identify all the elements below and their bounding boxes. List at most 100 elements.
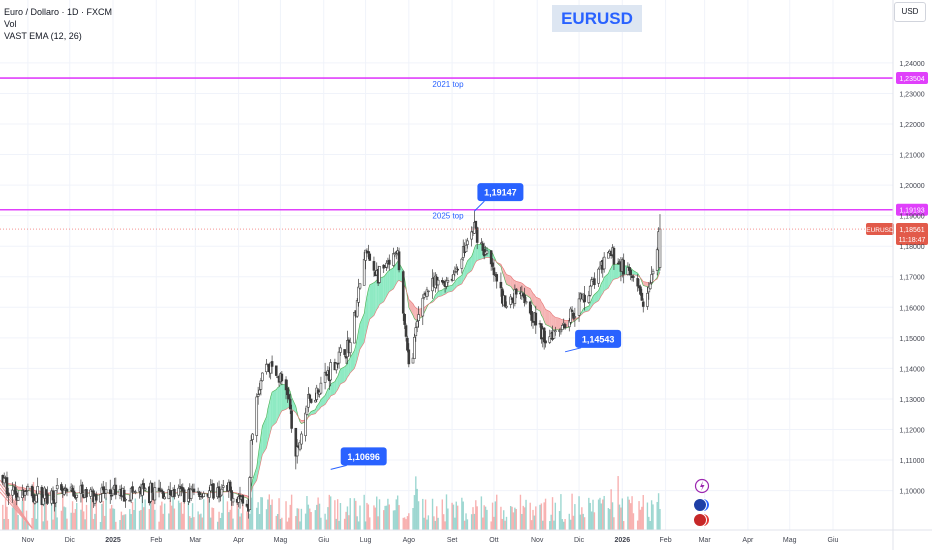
ema-segment xyxy=(269,396,271,437)
candle-body xyxy=(453,271,457,274)
candle-body xyxy=(207,490,211,498)
callout-label: 1,14543 xyxy=(582,334,615,344)
candle-body xyxy=(228,481,232,491)
volume-bar xyxy=(579,514,582,530)
currency-button[interactable]: USD xyxy=(894,2,926,22)
volume-bar xyxy=(279,518,282,530)
candle-body xyxy=(290,410,293,429)
candle-body xyxy=(422,293,426,298)
candle-body xyxy=(143,488,147,491)
volume-bar xyxy=(239,516,241,530)
candle-body xyxy=(81,484,84,494)
volume-bar xyxy=(123,514,125,530)
candle-body xyxy=(55,485,59,490)
volume-bar xyxy=(71,501,74,530)
volume-bar xyxy=(151,495,153,530)
candle-body xyxy=(182,489,186,503)
candle-body xyxy=(314,399,317,403)
legend-indicator[interactable]: VAST EMA (12, 26) xyxy=(4,31,82,41)
volume-bar xyxy=(620,507,622,530)
candle-body xyxy=(30,485,34,497)
candle-body xyxy=(554,330,557,333)
volume-bar xyxy=(589,502,591,530)
volume-bar xyxy=(16,494,18,530)
volume-bar xyxy=(607,508,610,530)
candle-body xyxy=(407,349,411,365)
volume-bar xyxy=(53,503,56,530)
candle-body xyxy=(421,297,425,317)
y-tick-label: 1,14000 xyxy=(899,366,924,373)
candle-body xyxy=(209,484,212,492)
volume-bar xyxy=(600,503,603,530)
candle-body xyxy=(219,495,222,497)
ema-segment xyxy=(535,296,540,312)
y-tick-label: 1,16000 xyxy=(899,305,924,312)
volume-bar xyxy=(629,503,632,530)
level-layer: 2021 top 1,23504 2025 top 1,19193 EURUSD 1,18… xyxy=(0,72,928,246)
callout-label: 1,10696 xyxy=(347,452,380,462)
candle-body xyxy=(364,249,367,261)
volume-bar xyxy=(433,516,435,530)
ema-segment xyxy=(464,264,467,280)
candle-body xyxy=(161,491,165,499)
volume-bar xyxy=(338,520,340,530)
volume-bar xyxy=(406,516,409,530)
us-flag-icon[interactable] xyxy=(693,513,707,527)
volume-bar xyxy=(17,514,19,530)
volume-bar xyxy=(628,499,630,530)
candle-body xyxy=(336,362,339,365)
symbol-label: EURUSD xyxy=(552,5,642,32)
volume-bar xyxy=(306,496,308,530)
callout-box[interactable] xyxy=(477,183,524,202)
volume-bar xyxy=(119,520,121,530)
ema-segment xyxy=(453,281,455,291)
volume-bar xyxy=(377,516,379,530)
candle-body xyxy=(150,482,154,493)
candle-body xyxy=(7,492,10,497)
volume-bar xyxy=(461,497,463,530)
candle-body xyxy=(44,489,48,496)
candle-body xyxy=(607,252,610,259)
volume-bar xyxy=(376,496,378,530)
volume-bar xyxy=(182,513,184,530)
ema-segment xyxy=(609,267,612,286)
candle-body xyxy=(99,494,102,503)
legend-symbol[interactable]: Euro / Dollaro · 1D · FXCM xyxy=(4,7,113,17)
ema-segment xyxy=(531,290,534,305)
volume-bar xyxy=(265,509,268,530)
ema-segment xyxy=(588,302,591,311)
candle-body xyxy=(284,379,288,391)
callout-box[interactable] xyxy=(575,329,622,348)
candle-body xyxy=(392,253,395,266)
volume-bar xyxy=(113,508,116,530)
volume-bar xyxy=(269,504,272,530)
ema-segment xyxy=(545,309,550,327)
volume-bar xyxy=(378,499,381,530)
volume-bar xyxy=(218,511,220,530)
volume-bar xyxy=(484,506,487,530)
ema-segment xyxy=(334,378,337,395)
volume-bar xyxy=(336,499,339,530)
volume-bar xyxy=(173,508,176,530)
volume-bar xyxy=(549,521,551,530)
current-price-tag-bg xyxy=(896,223,928,246)
eu-flag-icon[interactable] xyxy=(693,498,707,512)
x-tick-label: Apr xyxy=(233,537,245,544)
ema-segment xyxy=(461,270,464,284)
callout-box[interactable] xyxy=(340,447,387,466)
volume-bar xyxy=(593,512,596,530)
legend-volume[interactable]: Vol xyxy=(4,19,17,29)
volume-bar xyxy=(578,496,580,530)
volume-bar xyxy=(384,505,386,530)
candle-body xyxy=(393,253,397,256)
candle-body xyxy=(503,295,507,307)
volume-bar xyxy=(444,521,446,530)
candle-body xyxy=(534,312,538,326)
candle-body xyxy=(65,488,69,492)
volume-bar xyxy=(130,514,132,530)
ema-segment xyxy=(473,248,475,268)
volume-bar xyxy=(657,493,660,530)
candle-body xyxy=(241,495,245,504)
volume-bar xyxy=(94,513,96,530)
